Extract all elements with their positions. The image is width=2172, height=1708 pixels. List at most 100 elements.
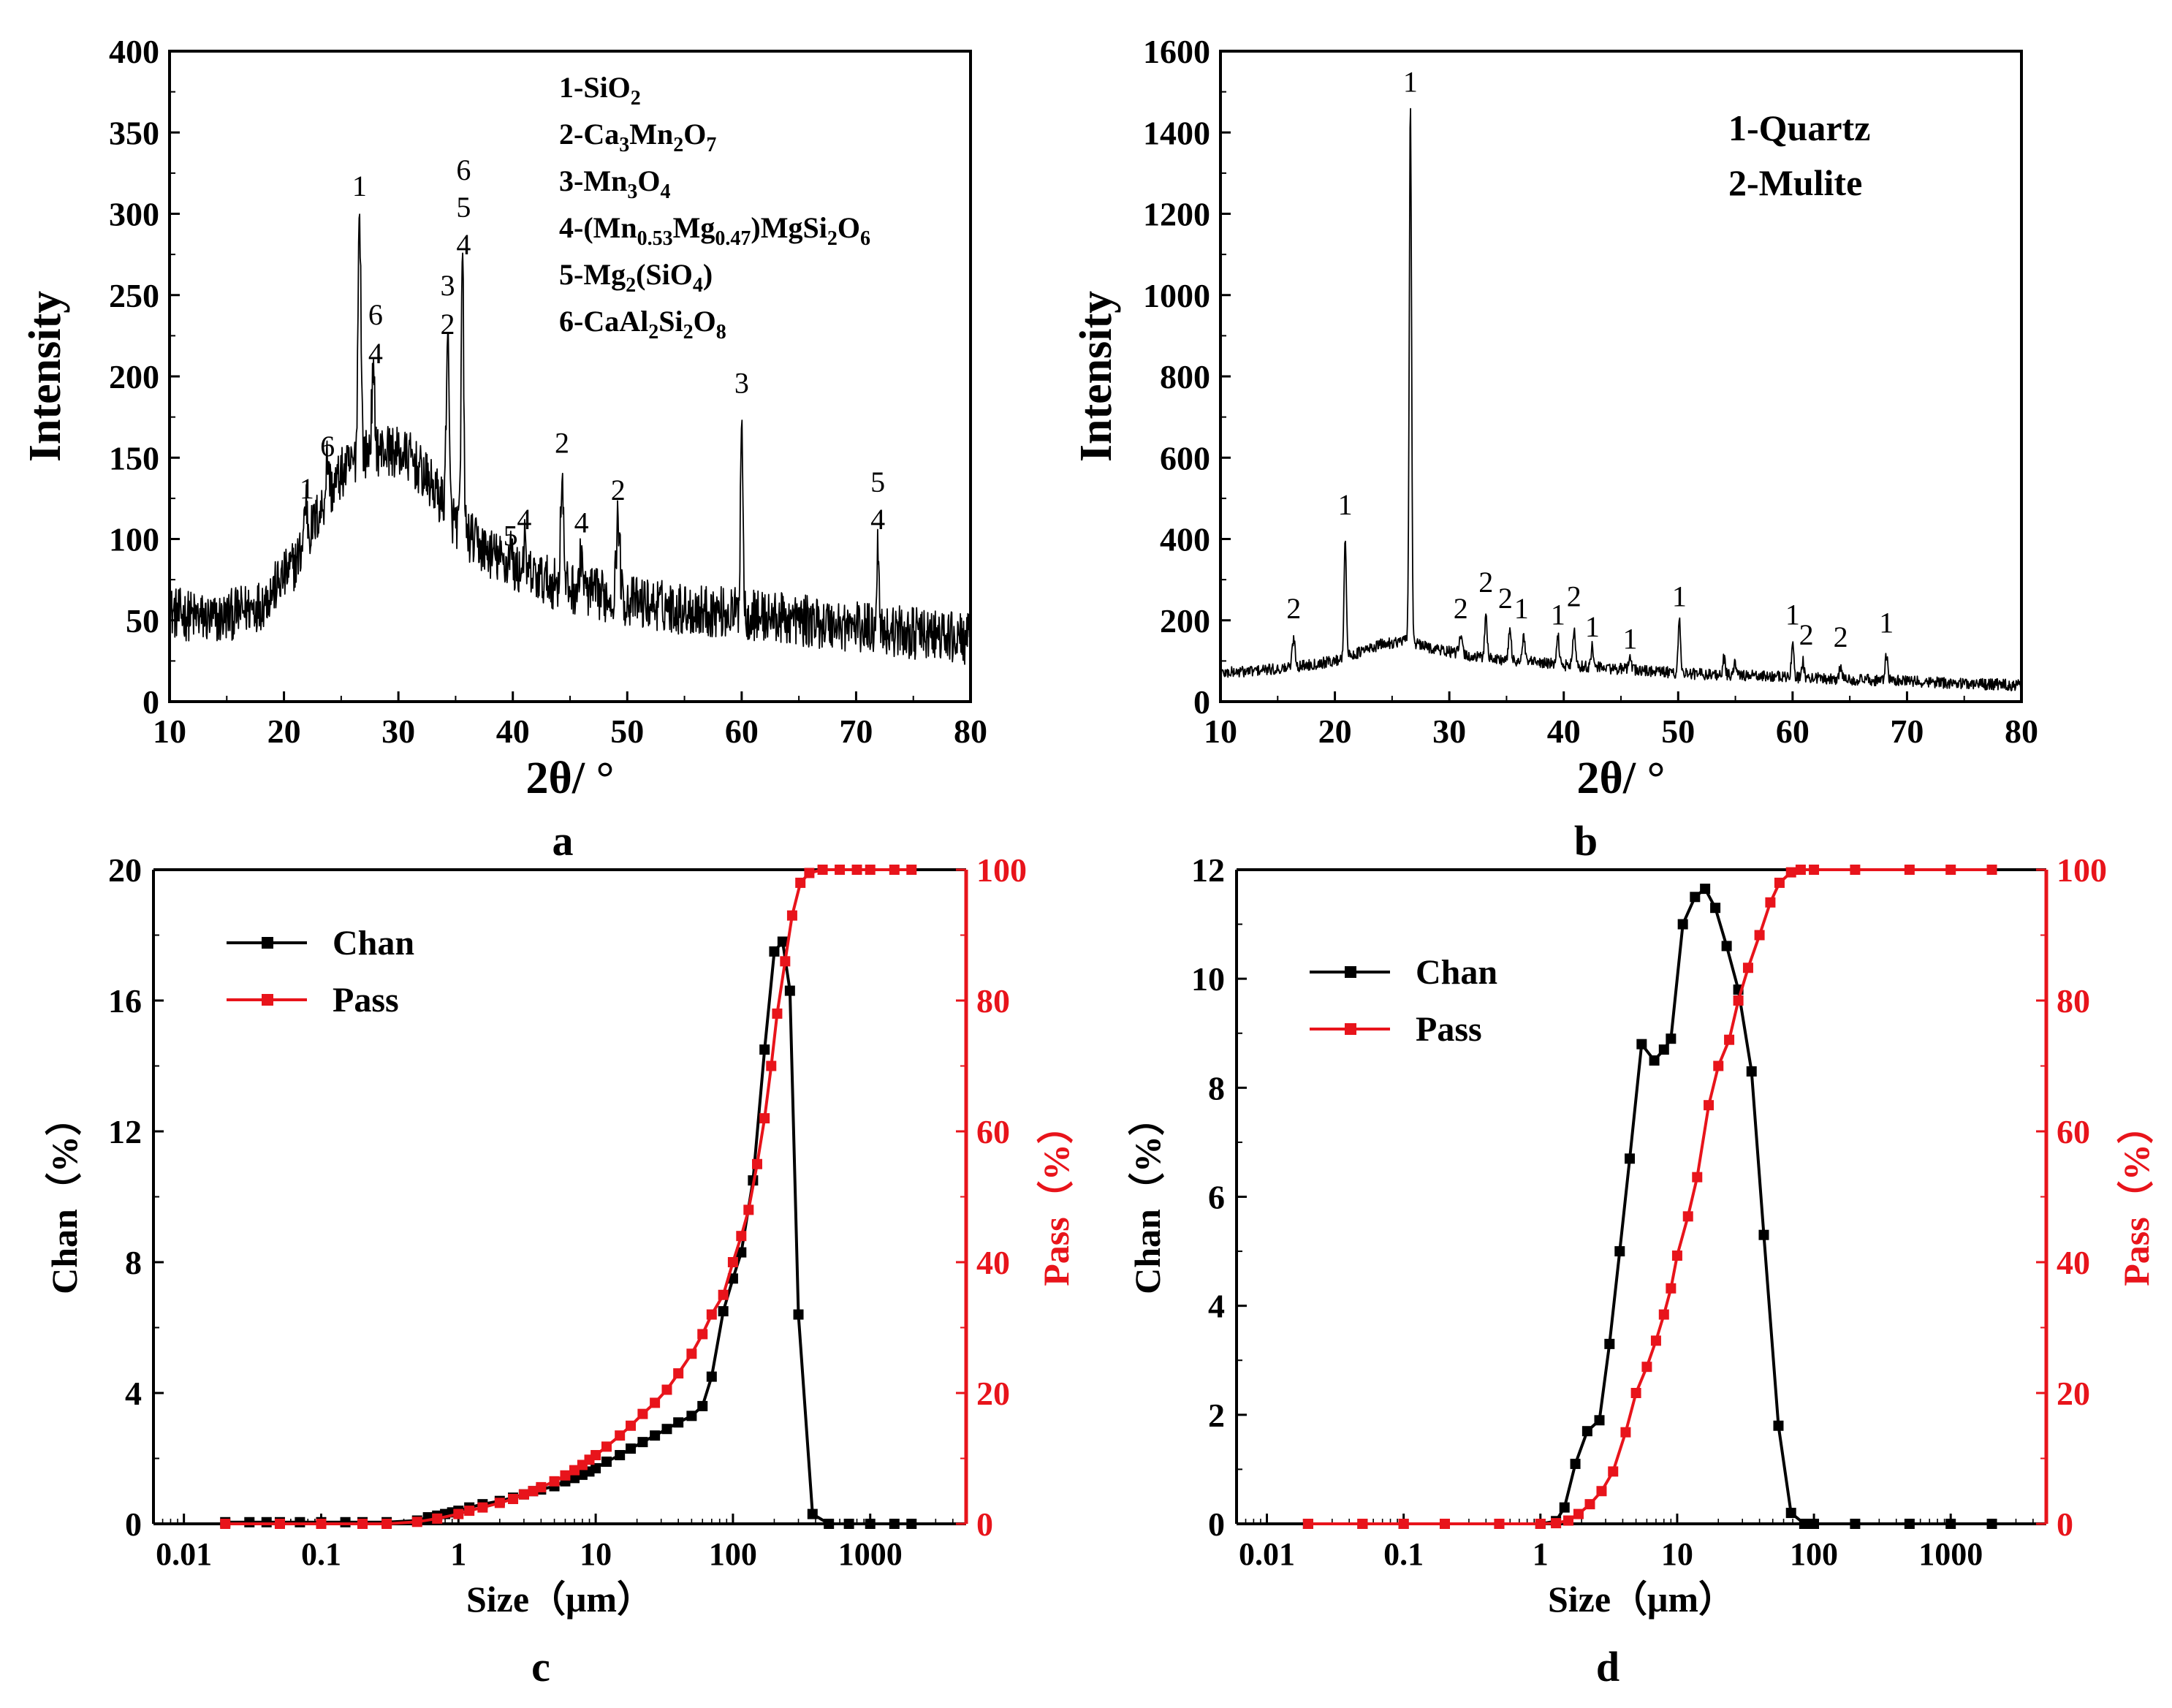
series-pass-point: [1765, 897, 1776, 908]
series-pass-point: [1713, 1060, 1724, 1071]
y-tick-label: 10: [1191, 960, 1225, 998]
series-pass-point: [464, 1506, 475, 1517]
series-pass-point: [751, 1158, 762, 1169]
y-tick-label: 2: [1208, 1397, 1225, 1434]
y-tick-label: 20: [108, 851, 142, 889]
y-tick-label: 100: [109, 521, 159, 558]
x-tick-label: 40: [1547, 713, 1581, 750]
y-tick-label: 1600: [1143, 33, 1210, 70]
series-chan-point: [889, 1519, 900, 1529]
series-chan-point: [1850, 1519, 1861, 1529]
series-chan-point: [601, 1456, 612, 1467]
series-pass-point: [1357, 1519, 1368, 1529]
series-pass-point: [432, 1513, 443, 1524]
series-pass-point: [686, 1348, 697, 1359]
series-pass-point: [601, 1441, 612, 1452]
series-pass-point: [1650, 1335, 1661, 1346]
series-pass-point: [316, 1519, 327, 1529]
series-pass-point: [727, 1257, 738, 1267]
series-chan-point: [661, 1424, 672, 1435]
series-pass-point: [661, 1384, 672, 1395]
legend-text: (SiO: [636, 258, 693, 291]
peak-label: 2: [1834, 620, 1848, 653]
series-pass-point: [772, 1008, 783, 1019]
series-chan-point: [591, 1462, 601, 1473]
series-pass-point: [795, 877, 806, 888]
series-chan-point: [769, 946, 780, 957]
panel-label-d: d: [1596, 1643, 1619, 1690]
series-pass-point: [1774, 877, 1785, 888]
series-chan-point: [1721, 941, 1732, 952]
legend-subscript: 3: [619, 134, 629, 156]
series-chan-point: [784, 985, 795, 996]
x-tick-label: 10: [580, 1536, 612, 1572]
series-pass-point: [718, 1289, 729, 1300]
peak-label: 2: [611, 474, 626, 506]
series-pass-point: [1573, 1508, 1584, 1519]
series-pass-point: [1551, 1518, 1562, 1529]
legend-text: Si: [658, 305, 683, 338]
peak-label: 2: [1286, 592, 1301, 625]
legend-item: 1-Quartz: [1728, 107, 1870, 148]
x-tick-label: 60: [1776, 713, 1810, 750]
x-tick-label: 20: [267, 713, 301, 750]
x-axis-title: Size（μm）: [466, 1579, 653, 1620]
series-pass-point: [906, 865, 917, 875]
x-tick-label: 20: [1318, 713, 1352, 750]
y-right-tick-label: 0: [976, 1506, 993, 1543]
y-axis-title: Chan（%）: [1127, 1099, 1168, 1294]
x-tick-label: 70: [839, 713, 873, 750]
x-tick-label: 40: [496, 713, 530, 750]
y-tick-label: 12: [108, 1113, 142, 1150]
series-chan-point: [244, 1517, 255, 1527]
series-chan-point: [1700, 884, 1711, 895]
series-chan-point: [626, 1443, 637, 1454]
y-right-tick-label: 40: [976, 1244, 1010, 1281]
series-pass-point: [549, 1476, 560, 1487]
y-right-tick-label: 80: [976, 982, 1010, 1020]
series-chan-point: [261, 1517, 272, 1527]
series-pass-point: [626, 1420, 637, 1431]
peak-label: 1: [1879, 606, 1894, 639]
series-pass-point: [697, 1329, 708, 1340]
series-chan-point: [1690, 892, 1701, 903]
peak-label: 2: [1567, 580, 1581, 612]
peak-label: 2: [440, 308, 455, 341]
series-chan-point: [1773, 1420, 1784, 1431]
peak-label: 4: [456, 228, 471, 261]
plot-frame: [1219, 50, 2023, 703]
peak-label: 5: [870, 466, 885, 498]
series-pass-point: [1398, 1519, 1409, 1529]
x-tick-label: 60: [725, 713, 759, 750]
legend-marker-chan: [262, 937, 273, 949]
x-tick-label: 30: [1432, 713, 1466, 750]
series-chan-point: [295, 1517, 305, 1527]
peak-label: 1: [352, 170, 367, 202]
series-pass-point: [1733, 995, 1744, 1006]
y-tick-label: 0: [143, 683, 159, 721]
series-pass-line: [225, 868, 912, 1525]
panel-label-b: b: [1574, 817, 1598, 865]
x-tick-label: 1000: [838, 1536, 903, 1572]
legend-subscript: 4: [660, 181, 670, 203]
series-pass-point: [1795, 865, 1806, 875]
series-pass-point: [528, 1486, 539, 1497]
series-pass-point: [1658, 1309, 1669, 1320]
x-tick-label: 10: [1661, 1536, 1693, 1572]
legend-text: 6-CaAl: [559, 305, 648, 338]
peak-label: 5: [504, 519, 518, 552]
series-pass-point: [1302, 1519, 1313, 1529]
legend-item: 4-(Mn0.53Mg0.47)MgSi2O6: [559, 211, 870, 250]
series-chan-point: [1785, 1508, 1796, 1519]
x-tick-label: 10: [1204, 713, 1237, 750]
series-pass-point: [1620, 1427, 1631, 1438]
legend-subscript: 2: [631, 87, 641, 110]
series-chan-point: [1945, 1519, 1956, 1529]
peak-label: 2: [1454, 592, 1468, 625]
series-pass-point: [357, 1519, 368, 1529]
series-pass-point: [518, 1489, 529, 1500]
series-chan-point: [793, 1309, 804, 1320]
series-pass-point: [477, 1502, 488, 1513]
series-pass-point: [1754, 930, 1765, 941]
series-chan-point: [1594, 1415, 1605, 1426]
